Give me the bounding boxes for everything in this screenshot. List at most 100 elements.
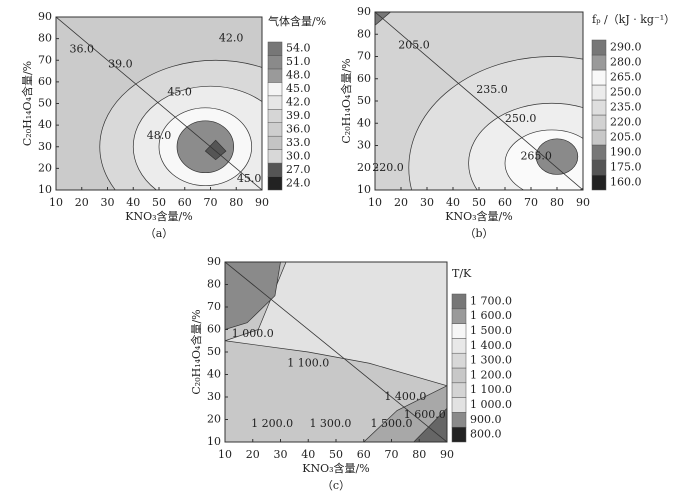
colorbar-label: 1 100.0 [470, 383, 512, 396]
y-tick-label: 40 [38, 118, 52, 131]
colorbar-swatch [451, 397, 467, 413]
x-tick-label: 80 [229, 196, 243, 209]
y-tick-label: 80 [38, 32, 52, 45]
colorbar-label: 30.0 [286, 149, 311, 162]
y-tick-label: 10 [38, 183, 52, 196]
colorbar-swatch [591, 174, 607, 191]
y-tick-label: 80 [207, 278, 221, 291]
colorbar-swatch [451, 382, 467, 398]
colorbar-label: 205.0 [610, 131, 642, 144]
contour-label: 1 100.0 [287, 356, 329, 369]
colorbar-label: 48.0 [286, 69, 311, 82]
y-axis-label: C₂₀H₁₄O₄含量/% [189, 309, 203, 394]
colorbar-swatch [591, 84, 607, 101]
colorbar-swatch [451, 352, 467, 369]
x-tick-label: 10 [368, 196, 382, 209]
caption: （c） [322, 479, 350, 492]
y-tick-label: 70 [357, 50, 371, 63]
contour-label: 1 300.0 [309, 417, 351, 430]
y-tick-label: 90 [38, 10, 52, 23]
colorbar-swatch [267, 82, 283, 97]
contour-region [413, 407, 447, 442]
contour-label: 265.0 [520, 150, 552, 163]
x-tick-label: 90 [576, 196, 590, 209]
colorbar-swatch [267, 95, 283, 110]
x-axis-label: KNO₃含量/% [125, 209, 192, 223]
contour-label: 220.0 [372, 161, 404, 174]
y-tick-label: 40 [207, 368, 221, 381]
x-tick-label: 50 [472, 196, 486, 209]
colorbar-swatch [267, 109, 283, 123]
colorbar-label: 800.0 [470, 428, 502, 441]
colorbar-label: 1 200.0 [470, 368, 512, 381]
colorbar-swatch [267, 122, 283, 137]
x-tick-label: 20 [75, 196, 89, 209]
colorbar-swatch [267, 41, 283, 56]
colorbar-swatch [267, 162, 283, 177]
colorbar-swatch [591, 144, 607, 161]
colorbar-swatch [267, 149, 283, 164]
y-axis-label: C₂₀H₁₄O₄含量/% [339, 58, 353, 143]
y-tick-label: 30 [207, 390, 221, 403]
x-tick-label: 50 [329, 448, 343, 461]
x-tick-label: 60 [178, 196, 192, 209]
y-tick-label: 50 [357, 94, 371, 107]
x-tick-label: 80 [550, 196, 564, 209]
colorbar-swatch [451, 308, 467, 324]
x-tick-label: 70 [385, 448, 399, 461]
x-tick-label: 30 [101, 196, 115, 209]
colorbar-label: 220.0 [610, 116, 642, 129]
y-tick-label: 20 [357, 161, 371, 174]
x-tick-label: 70 [204, 196, 218, 209]
colorbar-swatch [267, 176, 283, 191]
contour-region [225, 262, 447, 387]
y-tick-label: 20 [207, 413, 221, 426]
contour-region [225, 262, 281, 330]
panel: 36.039.042.045.048.045.010 20 30 40 50 60 70 80… [20, 10, 326, 240]
colorbar-swatch [451, 338, 467, 354]
x-tick-label: 40 [301, 448, 315, 461]
contour-label: 45.0 [167, 86, 192, 99]
contour-label: 1 200.0 [251, 417, 293, 430]
colorbar-label: 45.0 [286, 82, 311, 95]
x-tick-label: 60 [498, 196, 512, 209]
plot-area [56, 17, 262, 190]
y-tick-label: 60 [357, 72, 371, 85]
y-tick-label: 90 [357, 5, 371, 18]
colorbar-swatch [267, 55, 283, 70]
y-tick-label: 50 [38, 97, 52, 110]
colorbar-label: 160.0 [610, 176, 642, 189]
colorbar-swatch [451, 293, 467, 310]
colorbar-label: 39.0 [286, 109, 311, 122]
colorbar-swatch [451, 412, 467, 428]
x-tick-label: 10 [218, 448, 232, 461]
contour-label: 235.0 [476, 83, 508, 96]
colorbar-swatch [451, 426, 467, 443]
contour-region [363, 385, 447, 442]
x-axis-label: KNO₃含量/% [302, 461, 369, 475]
contour-label: 250.0 [505, 112, 537, 125]
colorbar-swatch [591, 99, 607, 116]
y-tick-label: 60 [207, 323, 221, 336]
y-tick-label: 30 [357, 139, 371, 152]
diagonal-line [225, 262, 447, 442]
colorbar-label: 24.0 [286, 176, 311, 189]
y-tick-label: 70 [207, 300, 221, 313]
colorbar-swatch [591, 69, 607, 86]
x-tick-label: 20 [394, 196, 408, 209]
y-tick-label: 90 [207, 255, 221, 268]
x-tick-label: 40 [126, 196, 140, 209]
contour-label: 1 500.0 [371, 417, 413, 430]
x-tick-label: 20 [246, 448, 260, 461]
colorbar-swatch [451, 367, 467, 384]
x-tick-label: 90 [440, 448, 454, 461]
y-tick-label: 30 [38, 140, 52, 153]
colorbar-swatch [267, 135, 283, 150]
x-axis-label: KNO₃含量/% [445, 209, 512, 223]
x-tick-label: 50 [152, 196, 166, 209]
contour-region [535, 138, 579, 175]
colorbar-label: 1 000.0 [470, 398, 512, 411]
y-tick-label: 80 [357, 27, 371, 40]
